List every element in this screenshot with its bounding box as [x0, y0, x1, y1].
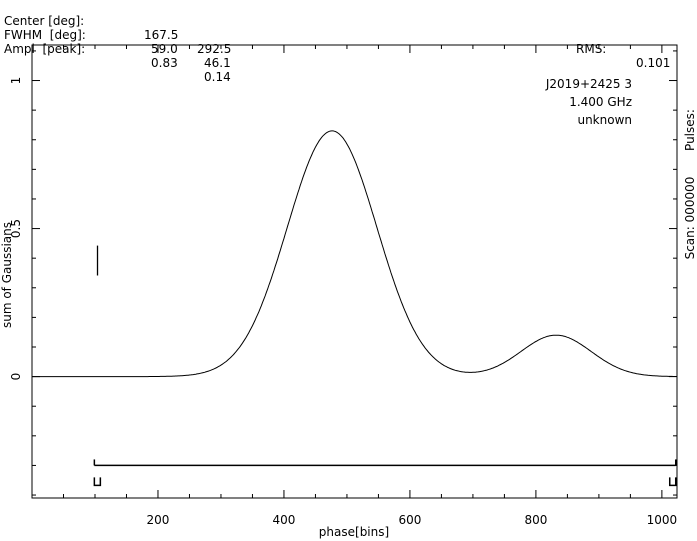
x-tick-label: 1000: [647, 513, 678, 527]
window-start-marker: [93, 477, 102, 487]
status-text: unknown: [577, 113, 632, 127]
x-tick-label: 600: [398, 513, 421, 527]
window-end-marker: [668, 477, 677, 487]
x-tick-label: 200: [147, 513, 170, 527]
pulses-label: Pulses:: [683, 109, 697, 151]
x-axis-tick-labels: 200 400 600 800 1000: [147, 513, 678, 527]
gaussian-sum-line: [32, 130, 677, 378]
x-tick-label: 400: [273, 513, 296, 527]
y-axis-label: sum of Gaussians: [0, 222, 14, 328]
ampl-value-2: 0.14: [204, 70, 231, 84]
frequency: 1.400 GHz: [569, 95, 632, 109]
ampl-value-1: 0.83: [151, 56, 178, 70]
center-label: Center [deg]:: [4, 14, 85, 28]
x-tick-label: 800: [524, 513, 547, 527]
y-tick-label: 0: [9, 373, 23, 381]
y-tick-label: 1: [9, 77, 23, 85]
fwhm-value-2: 46.1: [204, 56, 231, 70]
x-axis-label: phase[bins]: [319, 525, 389, 539]
plot-frame: [31, 44, 678, 499]
source-name: J2019+2425 3: [545, 77, 632, 91]
scan-label: Scan: 000000: [683, 177, 697, 260]
on-pulse-window: [93, 459, 677, 487]
y-tick-label: 0.5: [9, 219, 23, 238]
rms-value: 0.101: [636, 56, 671, 70]
fwhm-label: FWHM [deg]:: [4, 28, 86, 42]
y-axis-tick-labels: 00.51: [9, 77, 23, 381]
x-axis-ticks: [62, 45, 663, 498]
center-value-1: 167.5: [144, 28, 179, 42]
